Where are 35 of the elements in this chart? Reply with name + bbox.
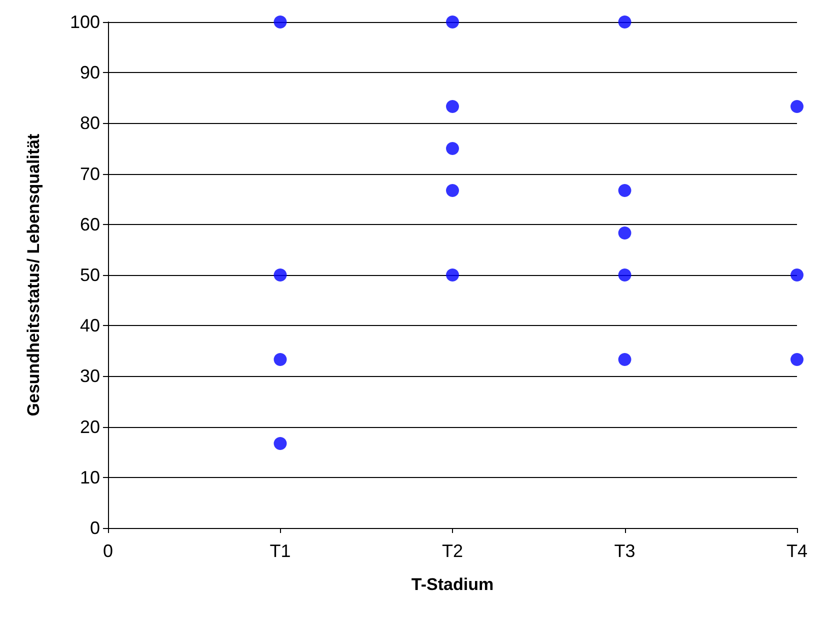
- point: [618, 184, 632, 197]
- point: [618, 353, 632, 366]
- point: [274, 268, 287, 282]
- y-tick-label: 40: [80, 316, 100, 336]
- point: [274, 353, 287, 366]
- x-tick-label: T1: [270, 541, 291, 561]
- y-tick-label: 70: [80, 164, 100, 184]
- point: [446, 184, 459, 197]
- x-axis-title: T-Stadium: [411, 575, 494, 594]
- point: [446, 268, 459, 282]
- point: [790, 353, 804, 366]
- x-tick-label: T2: [442, 541, 464, 561]
- point: [446, 16, 459, 28]
- y-axis-title: Gesundheitsstatus/ Lebensqualität: [24, 133, 43, 416]
- y-tick-label: 20: [80, 416, 100, 437]
- y-tick-label: 0: [90, 518, 100, 538]
- y-tick-label: 60: [80, 214, 100, 234]
- x-tick-label: T4: [786, 541, 808, 561]
- point: [446, 142, 459, 155]
- y-tick-label: 80: [80, 113, 100, 134]
- point: [446, 100, 459, 113]
- y-tick-label: 10: [80, 467, 100, 488]
- y-tick-label: 30: [80, 366, 100, 386]
- x-tick-label: T3: [614, 541, 636, 561]
- point: [618, 16, 632, 28]
- point: [790, 268, 804, 282]
- point: [790, 100, 804, 113]
- x-tick-label: 0: [102, 541, 114, 561]
- point: [274, 437, 287, 450]
- point: [274, 16, 287, 28]
- y-tick-label: 90: [80, 62, 100, 83]
- point: [618, 268, 632, 282]
- y-tick-label: 100: [70, 12, 100, 32]
- point: [618, 226, 632, 240]
- y-tick-label: 50: [80, 265, 100, 285]
